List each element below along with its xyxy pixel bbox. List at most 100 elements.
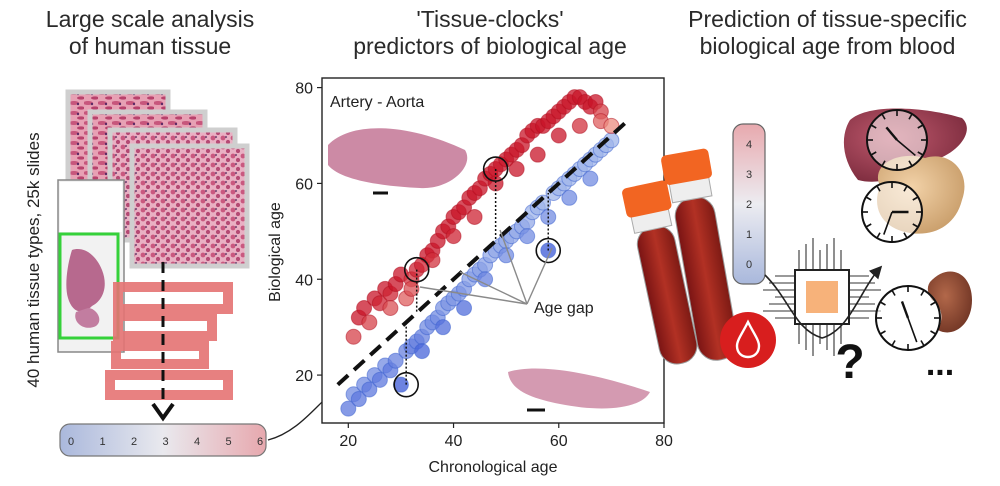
chart-axes: 20 40 60 80 20 40 60 80 <box>295 81 673 450</box>
ribbon-row-3 <box>111 341 209 369</box>
blue-point <box>477 271 494 288</box>
middle-title-line-1: 'Tissue-clocks' <box>416 6 564 32</box>
clock-tick <box>870 151 877 156</box>
clock-tick <box>903 232 908 239</box>
clock-tick <box>870 124 877 129</box>
y-tick-label: 80 <box>295 81 313 98</box>
clock-hour-hand <box>885 126 898 141</box>
right-scale-tick-0: 0 <box>746 259 752 271</box>
left-scale-tick-5: 5 <box>226 436 232 448</box>
right-title-line-1: Prediction of tissue-specific <box>688 6 967 32</box>
left-scale-tick-2: 2 <box>131 436 137 448</box>
blue-point <box>456 300 473 316</box>
right-scale-tick-2: 2 <box>746 199 752 211</box>
red-point <box>445 228 462 245</box>
clock-tick <box>912 196 919 201</box>
clock-minute-hand <box>907 317 918 343</box>
blue-point <box>371 371 388 388</box>
clock-tick <box>865 223 872 228</box>
ellipsis: ... <box>926 345 954 383</box>
ribbon-row-4 <box>105 370 233 400</box>
left-title-line-2: of human tissue <box>68 33 232 59</box>
right-age-scale-labels: 4 3 2 1 0 <box>746 139 752 271</box>
left-scale-tick-3: 3 <box>163 436 169 448</box>
blood-tube-2 <box>661 148 738 361</box>
clock-tick <box>930 330 937 335</box>
tissue-section <box>66 249 105 312</box>
aorta-thumbnail-top <box>328 128 468 189</box>
tube-1-cap <box>622 180 672 218</box>
brain-clock <box>861 181 923 243</box>
left-scale-tick-4: 4 <box>194 436 200 448</box>
left-title-line-1: Large scale analysis <box>45 6 255 32</box>
clock-tick <box>930 301 937 306</box>
clock-tick <box>920 289 925 296</box>
clock-tick <box>920 340 925 347</box>
left-age-scale-labels: 0 1 2 3 4 5 6 <box>68 436 263 448</box>
red-point <box>571 117 588 134</box>
scatter-plot <box>336 89 629 417</box>
clock-tick <box>917 151 924 156</box>
clock-tick <box>876 185 881 192</box>
red-point <box>508 161 525 178</box>
clock-tick <box>908 113 913 120</box>
middle-title-line-2: predictors of biological age <box>353 33 627 59</box>
left-title: Large scale analysis of human tissue <box>0 6 300 60</box>
blue-point <box>582 170 599 187</box>
chart-title: Artery - Aorta <box>330 94 424 111</box>
clock-minute-hand <box>883 211 893 235</box>
right-scale-tick-3: 3 <box>746 169 752 181</box>
red-point <box>529 146 546 163</box>
blue-point <box>387 352 404 369</box>
left-scale-tick-6: 6 <box>257 436 263 448</box>
liver-clock <box>866 109 928 171</box>
blue-point <box>340 400 357 417</box>
x-axis-label: Chronological age <box>429 459 558 476</box>
slide-label-area <box>60 182 122 232</box>
clock-tick <box>912 223 919 228</box>
blue-point <box>561 189 578 206</box>
left-scale-tick-1: 1 <box>100 436 106 448</box>
clock-tick <box>908 160 913 167</box>
x-tick-label: 40 <box>445 433 463 450</box>
ribbon-row-2 <box>113 311 217 341</box>
clock-tick <box>903 185 908 192</box>
blood-drop-icon <box>735 319 761 359</box>
y-tick-label: 60 <box>295 176 313 193</box>
aorta-thumbnail-bottom <box>508 368 650 409</box>
down-arrow-icon <box>151 402 175 422</box>
red-point <box>356 300 373 316</box>
whole-slide-image <box>57 179 125 353</box>
clock-minute-hand <box>896 139 916 157</box>
age-gap-leader-3 <box>499 229 528 305</box>
blue-point <box>413 343 430 360</box>
left-age-scale <box>59 423 267 457</box>
clock-tick <box>865 196 872 201</box>
blue-point <box>350 391 367 408</box>
age-gap-leader-2 <box>459 271 528 305</box>
right-scale-tick-1: 1 <box>746 229 752 241</box>
x-tick-label: 60 <box>550 433 568 450</box>
x-tick-label: 80 <box>655 433 673 450</box>
organ-clocks <box>861 109 941 351</box>
chip-icon <box>763 238 881 356</box>
chip-pins <box>763 238 881 356</box>
clock-tick <box>917 124 924 129</box>
y-tick-label: 20 <box>295 368 313 385</box>
red-point <box>550 127 567 144</box>
red-point <box>361 314 378 331</box>
blood-drop-badge <box>720 312 776 368</box>
clock-tick <box>891 340 896 347</box>
kidney-icon <box>927 271 972 333</box>
right-age-scale <box>732 123 766 285</box>
middle-title: 'Tissue-clocks' predictors of biological… <box>290 6 690 60</box>
y-axis-label: Biological age <box>267 202 284 302</box>
tube-2-cap <box>661 148 712 185</box>
clock-tick <box>891 289 896 296</box>
clock-tick <box>879 301 886 306</box>
age-gap-leader-4 <box>526 247 553 305</box>
clock-tick <box>876 232 881 239</box>
red-point <box>382 300 399 316</box>
right-scale-tick-4: 4 <box>746 139 752 151</box>
